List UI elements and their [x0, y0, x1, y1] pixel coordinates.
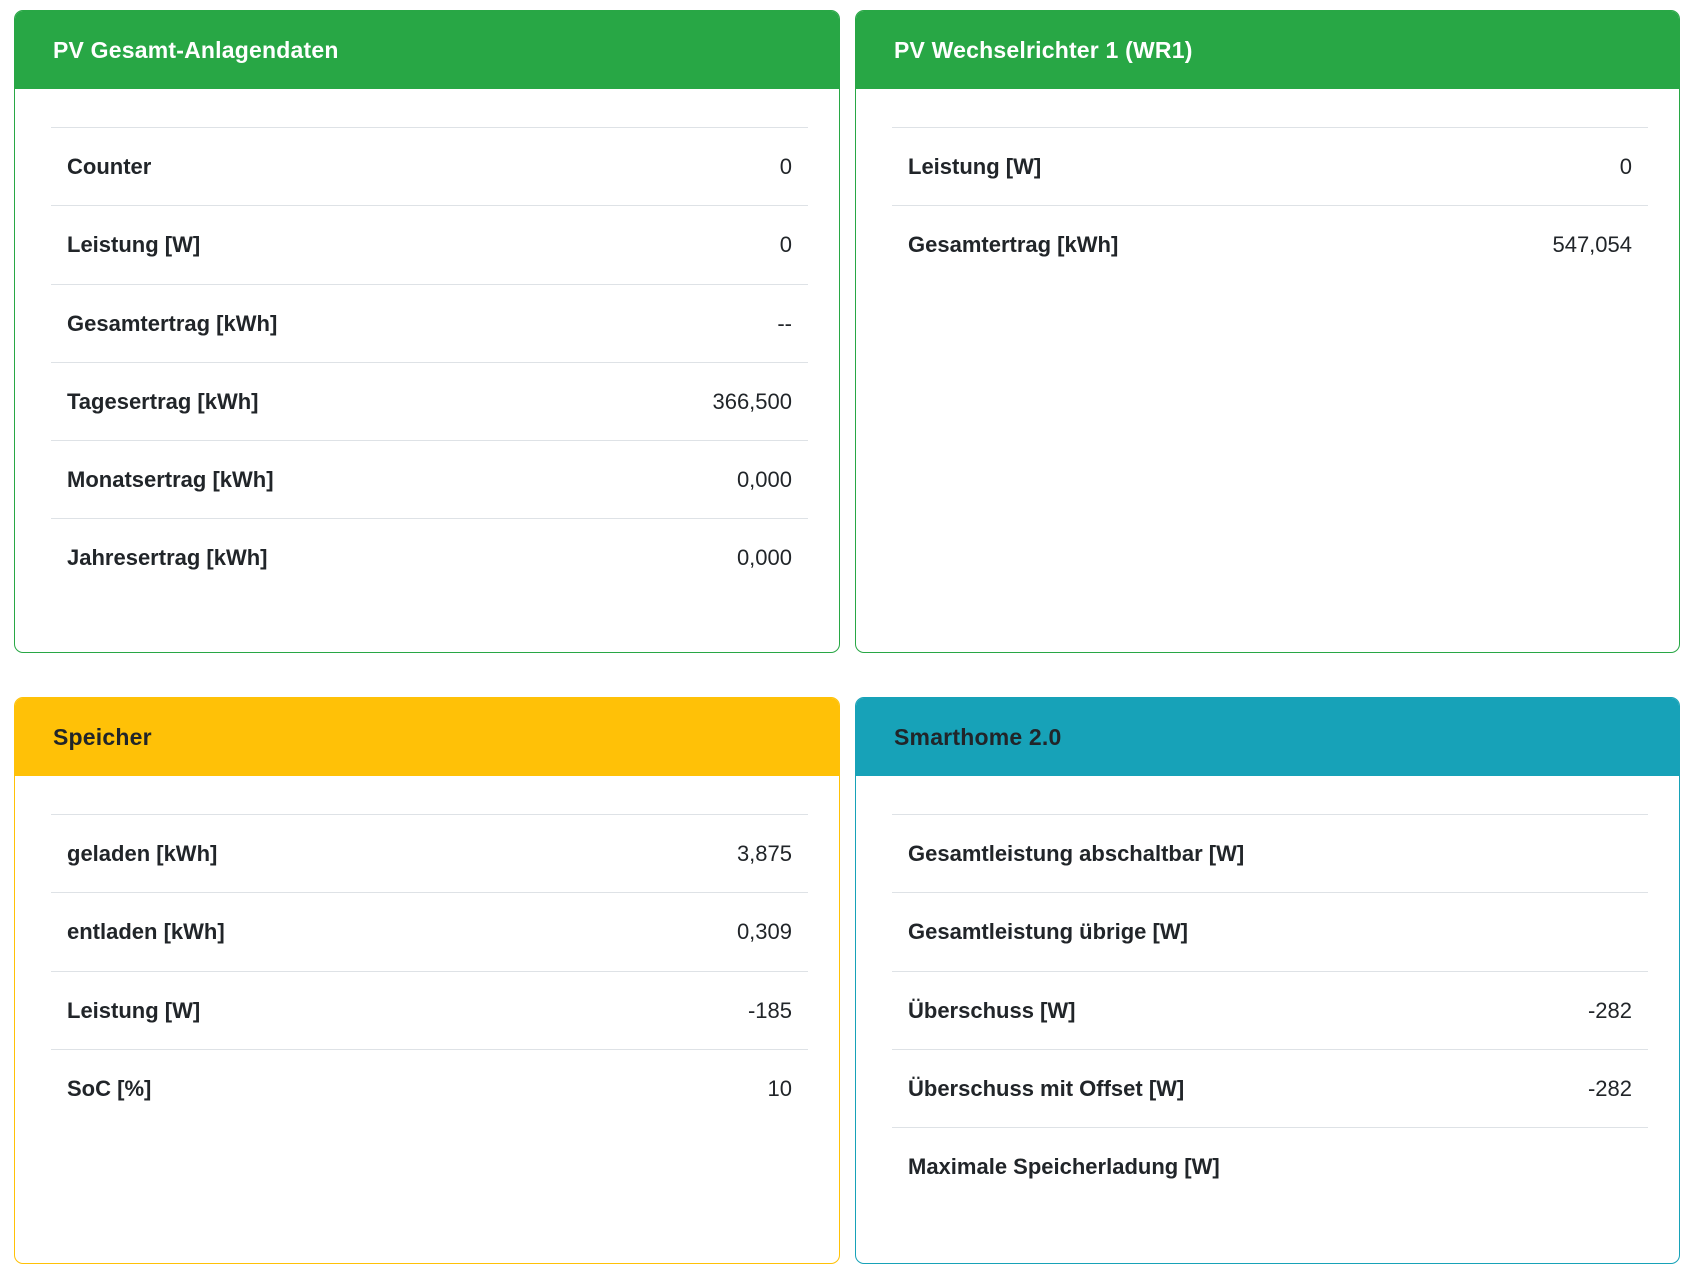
card-speicher: Speicher geladen [kWh] 3,875 entladen [kWh… [14, 697, 840, 1264]
stat-value: 547,054 [1409, 205, 1648, 284]
stat-label: Leistung [W] [51, 970, 570, 1050]
stat-label: Gesamtleistung abschaltbar [W] [892, 813, 1519, 893]
card-pv-wechselrichter-1: PV Wechselrichter 1 (WR1) Leistung [W] 0 G… [855, 10, 1680, 653]
stat-value: -185 [569, 970, 808, 1050]
stat-label: Maximale Speicherladung [W] [892, 1127, 1519, 1206]
stat-value: 366,500 [569, 361, 808, 441]
stat-row: Gesamtertrag [kWh] -- [51, 283, 808, 363]
card-pv-gesamt-anlagendaten: PV Gesamt-Anlagendaten Counter 0 Leistung … [14, 10, 840, 653]
stat-value [1518, 892, 1648, 972]
stat-value: 0 [569, 126, 808, 206]
stat-label: Überschuss mit Offset [W] [892, 1048, 1519, 1128]
stat-label: Überschuss [W] [892, 970, 1519, 1050]
stat-row: Gesamtleistung übrige [W] [892, 892, 1648, 972]
stat-value: -282 [1518, 970, 1648, 1050]
stat-label: Jahresertrag [kWh] [51, 518, 570, 597]
stat-label: Counter [51, 126, 570, 206]
card-body: Counter 0 Leistung [W] 0 Gesamtertrag [kWh] -… [15, 89, 839, 597]
stat-value [1518, 813, 1648, 893]
card-title: PV Gesamt-Anlagendaten [53, 36, 339, 63]
stat-label: Monatsertrag [kWh] [51, 440, 570, 519]
stat-row: Counter 0 [51, 126, 808, 206]
stat-value: -- [569, 283, 808, 363]
stat-value: 0,309 [569, 892, 808, 972]
stat-row: Leistung [W] -185 [51, 970, 808, 1050]
stat-label: SoC [%] [51, 1048, 570, 1128]
stat-value: 0,000 [569, 518, 808, 597]
stat-row: Leistung [W] 0 [51, 205, 808, 285]
stat-label: Leistung [W] [892, 126, 1410, 206]
stat-value: 0 [1409, 126, 1648, 206]
stat-row: Maximale Speicherladung [W] [892, 1127, 1648, 1206]
stat-label: Gesamtertrag [kWh] [892, 205, 1410, 284]
stat-value: 3,875 [569, 813, 808, 893]
stat-label: Gesamtleistung übrige [W] [892, 892, 1519, 972]
stats-table: Leistung [W] 0 Gesamtertrag [kWh] 547,054 [892, 126, 1648, 284]
stat-row: Überschuss mit Offset [W] -282 [892, 1048, 1648, 1128]
stat-row: entladen [kWh] 0,309 [51, 892, 808, 972]
stat-row: Jahresertrag [kWh] 0,000 [51, 518, 808, 597]
card-body: Gesamtleistung abschaltbar [W] Gesamtleis… [856, 776, 1679, 1206]
stats-table: geladen [kWh] 3,875 entladen [kWh] 0,309 Lei… [51, 813, 808, 1128]
stat-label: Leistung [W] [51, 205, 570, 285]
stat-row: geladen [kWh] 3,875 [51, 813, 808, 893]
card-title: Smarthome 2.0 [894, 723, 1062, 750]
stat-row: Monatsertrag [kWh] 0,000 [51, 440, 808, 519]
stat-value [1518, 1127, 1648, 1206]
stat-row: SoC [%] 10 [51, 1048, 808, 1128]
card-header: PV Gesamt-Anlagendaten [15, 11, 839, 89]
stat-row: Überschuss [W] -282 [892, 970, 1648, 1050]
card-body: geladen [kWh] 3,875 entladen [kWh] 0,309 Lei… [15, 776, 839, 1128]
card-header: Smarthome 2.0 [856, 698, 1679, 776]
card-header: Speicher [15, 698, 839, 776]
stat-value: 10 [569, 1048, 808, 1128]
stat-row: Leistung [W] 0 [892, 126, 1648, 206]
stat-value: 0 [569, 205, 808, 285]
stat-value: -282 [1518, 1048, 1648, 1128]
card-header: PV Wechselrichter 1 (WR1) [856, 11, 1679, 89]
stats-table: Counter 0 Leistung [W] 0 Gesamtertrag [kWh] -… [51, 126, 808, 597]
stat-value: 0,000 [569, 440, 808, 519]
stat-row: Gesamtertrag [kWh] 547,054 [892, 205, 1648, 284]
stat-label: geladen [kWh] [51, 813, 570, 893]
stat-label: Tagesertrag [kWh] [51, 361, 570, 441]
stats-table: Gesamtleistung abschaltbar [W] Gesamtleis… [892, 813, 1648, 1206]
card-title: Speicher [53, 723, 152, 750]
stat-row: Gesamtleistung abschaltbar [W] [892, 813, 1648, 893]
stat-label: entladen [kWh] [51, 892, 570, 972]
card-body: Leistung [W] 0 Gesamtertrag [kWh] 547,054 [856, 89, 1679, 284]
card-smarthome-2-0: Smarthome 2.0 Gesamtleistung abschaltbar… [855, 697, 1680, 1264]
card-title: PV Wechselrichter 1 (WR1) [894, 36, 1193, 63]
stat-row: Tagesertrag [kWh] 366,500 [51, 361, 808, 441]
stat-label: Gesamtertrag [kWh] [51, 283, 570, 363]
